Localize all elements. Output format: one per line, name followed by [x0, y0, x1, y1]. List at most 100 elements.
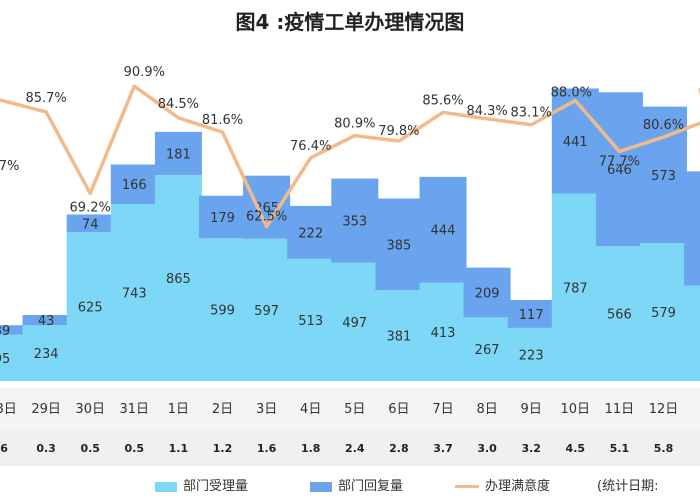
bar-replied-2 [66, 214, 114, 233]
label-accepted-5: 599 [210, 304, 235, 319]
label-accepted-4: 865 [166, 272, 191, 287]
label-satisfaction-7: 76.4% [290, 139, 331, 154]
category-label-14: 11日 [605, 402, 635, 417]
label-accepted-0: 95 [0, 352, 10, 367]
label-replied-14: 646 [607, 163, 632, 178]
label-accepted-2: 625 [78, 301, 103, 316]
bar-replied-16 [684, 171, 700, 286]
label-replied-1: 43 [38, 314, 55, 329]
label-satisfaction-3: 90.9% [124, 65, 165, 80]
table-value-5: 1.2 [213, 442, 233, 455]
bar-accepted-10 [419, 282, 467, 381]
category-label-6: 3日 [256, 402, 277, 417]
label-satisfaction-14: 77.7% [599, 154, 640, 169]
label-replied-8: 353 [342, 215, 367, 230]
label-replied-9: 385 [386, 238, 411, 253]
label-accepted-1: 234 [34, 347, 59, 362]
label-satisfaction-4: 84.5% [158, 97, 199, 112]
bar-accepted-1 [22, 325, 70, 381]
satisfaction-line [0, 84, 700, 229]
category-label-2: 30日 [75, 402, 105, 417]
label-satisfaction-13: 88.0% [551, 86, 592, 101]
label-satisfaction-6: 62.5% [246, 210, 287, 225]
label-replied-4: 181 [166, 147, 191, 162]
table-value-4: 1.1 [169, 442, 189, 455]
table-value-13: 4.5 [566, 442, 586, 455]
table-value-15: 5.8 [654, 442, 674, 455]
category-label-1: 29日 [31, 402, 61, 417]
legend-replied-label: 部门回复量 [338, 479, 404, 494]
table-value-8: 2.4 [345, 442, 365, 455]
bar-accepted-12 [507, 327, 555, 381]
bar-replied-10 [419, 176, 467, 283]
table-value-0: .6 [0, 442, 8, 455]
label-accepted-15: 579 [651, 306, 676, 321]
label-replied-0: 39 [0, 324, 10, 339]
bar-replied-4 [154, 131, 202, 175]
label-accepted-14: 566 [607, 308, 632, 323]
bar-accepted-11 [463, 317, 511, 381]
label-accepted-10: 413 [431, 326, 456, 341]
label-satisfaction-partial: .7% [0, 159, 19, 174]
bar-replied-1 [22, 315, 70, 326]
label-replied-3: 166 [122, 178, 147, 193]
label-satisfaction-2: 69.2% [70, 200, 111, 215]
label-satisfaction-15: 80.6% [643, 118, 684, 133]
bar-replied-9 [375, 198, 423, 291]
bar-accepted-7 [287, 258, 335, 381]
bar-accepted-6 [243, 238, 291, 381]
table-value-14: 5.1 [610, 442, 630, 455]
table-value-2: 0.5 [80, 442, 100, 455]
bar-accepted-2 [66, 232, 114, 381]
category-label-4: 1日 [168, 402, 189, 417]
category-label-3: 31日 [120, 402, 150, 417]
chart-title: 图4 :疫情工单办理情况图 [235, 10, 465, 34]
category-label-11: 8日 [476, 402, 497, 417]
label-replied-12: 117 [519, 308, 544, 323]
table-value-10: 3.7 [433, 442, 453, 455]
category-label-13: 10日 [561, 402, 591, 417]
legend-satisfaction-label: 办理满意度 [485, 479, 551, 494]
category-band [0, 388, 700, 430]
legend-accepted-swatch [155, 481, 177, 492]
legend-accepted-label: 部门受理量 [183, 479, 249, 494]
label-replied-10: 444 [431, 224, 456, 239]
table-value-11: 3.0 [477, 442, 497, 455]
bar-accepted-4 [154, 174, 202, 381]
bar-accepted-14 [595, 246, 643, 381]
label-replied-5: 179 [210, 211, 235, 226]
label-replied-13: 441 [563, 135, 588, 150]
label-satisfaction-12: 83.1% [511, 106, 552, 121]
table-value-12: 3.2 [521, 442, 541, 455]
bar-replied-7 [287, 205, 335, 259]
label-replied-2: 74 [82, 217, 99, 232]
bar-replied-5 [199, 195, 246, 239]
legend-satisfaction-swatch [455, 485, 479, 488]
legend-satisfaction: 办理满意度 [455, 475, 550, 494]
table-value-9: 2.8 [389, 442, 409, 455]
label-satisfaction-11: 84.3% [466, 104, 507, 119]
legend-replied: 部门回复量 [310, 475, 403, 494]
legend-accepted: 部门受理量 [155, 475, 248, 494]
bar-accepted-16 [684, 285, 700, 381]
bar-replied-14 [595, 92, 643, 247]
label-accepted-6: 597 [254, 304, 279, 319]
label-satisfaction-5: 81.6% [202, 113, 243, 128]
bar-replied-13 [551, 88, 599, 194]
label-accepted-9: 381 [386, 330, 411, 345]
label-replied-7: 222 [298, 226, 323, 241]
label-accepted-11: 267 [475, 343, 500, 358]
bar-accepted-3 [110, 204, 158, 381]
bar-replied-0 [0, 325, 26, 335]
label-satisfaction-1: 85.7% [25, 91, 66, 106]
bar-accepted-9 [375, 290, 423, 381]
legend: 部门受理量 部门回复量 办理满意度 (统计日期: [0, 473, 700, 495]
category-label-7: 4日 [300, 402, 321, 417]
label-accepted-3: 743 [122, 287, 147, 302]
category-label-8: 5日 [344, 402, 365, 417]
table-value-3: 0.5 [125, 442, 145, 455]
bar-accepted-13 [551, 193, 599, 381]
bar-accepted-15 [640, 243, 687, 381]
legend-note: (统计日期: [597, 479, 659, 494]
bar-replied-12 [507, 300, 555, 328]
